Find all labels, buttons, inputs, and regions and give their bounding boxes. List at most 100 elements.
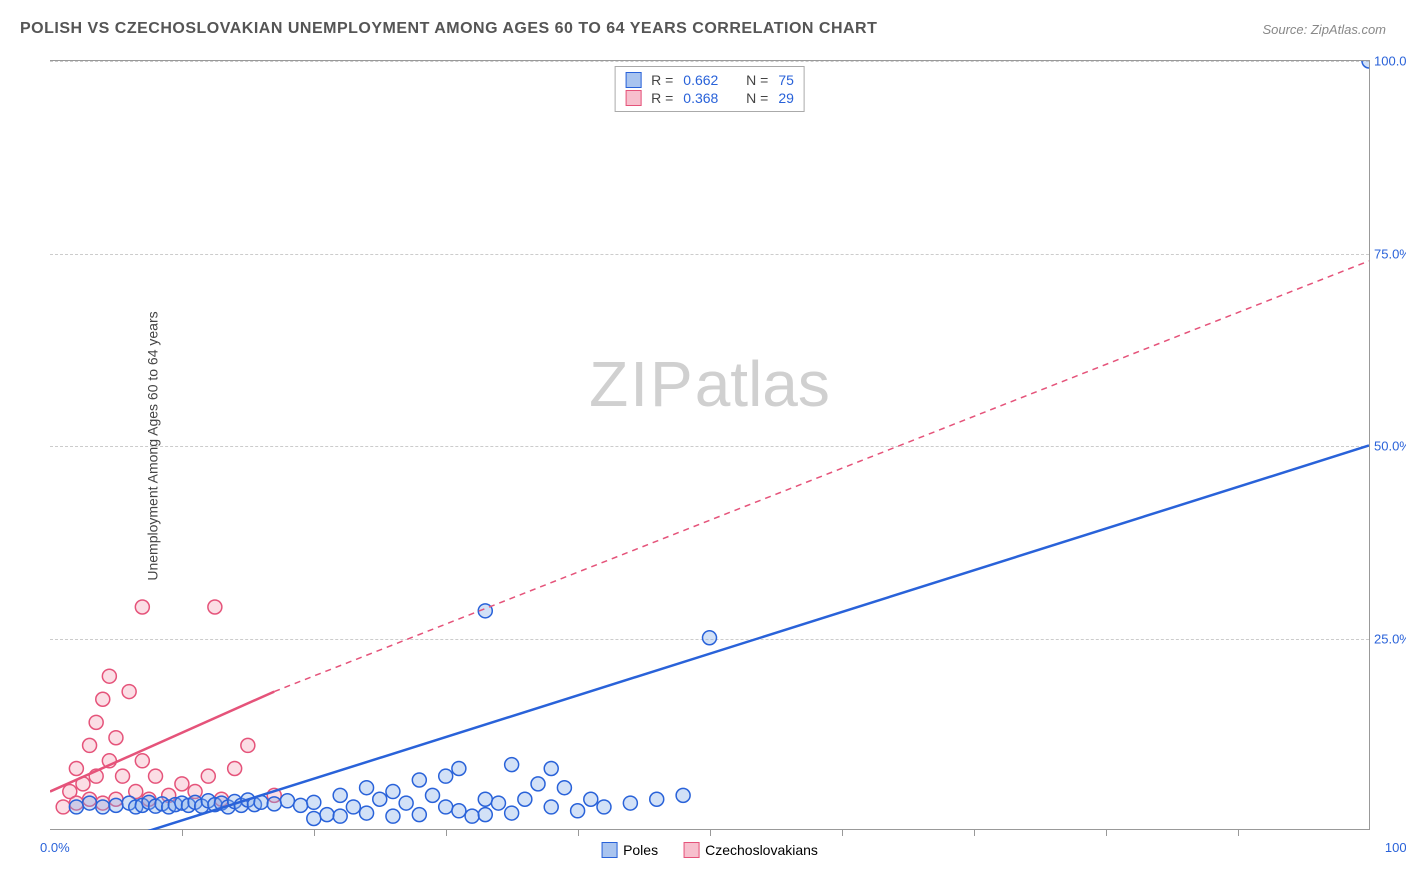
legend-swatch bbox=[601, 842, 617, 858]
data-point bbox=[373, 792, 387, 806]
data-point bbox=[267, 797, 281, 811]
x-tick bbox=[974, 830, 975, 836]
legend-label: Poles bbox=[623, 842, 658, 858]
data-point bbox=[89, 715, 103, 729]
data-point bbox=[135, 600, 149, 614]
data-point bbox=[478, 792, 492, 806]
r-label: R = bbox=[651, 90, 673, 106]
n-value: 29 bbox=[778, 90, 794, 106]
data-point bbox=[1362, 61, 1369, 68]
data-point bbox=[307, 811, 321, 825]
x-tick bbox=[314, 830, 315, 836]
y-tick-label: 25.0% bbox=[1374, 631, 1406, 646]
chart-plot-area: ZIPatlas 0.0% 100.0% R =0.662 N =75R =0.… bbox=[50, 60, 1370, 830]
data-point bbox=[399, 796, 413, 810]
data-point bbox=[452, 761, 466, 775]
legend-swatch bbox=[625, 72, 641, 88]
y-tick-label: 50.0% bbox=[1374, 439, 1406, 454]
data-point bbox=[149, 769, 163, 783]
chart-container: POLISH VS CZECHOSLOVAKIAN UNEMPLOYMENT A… bbox=[0, 0, 1406, 892]
data-point bbox=[544, 800, 558, 814]
data-point bbox=[346, 800, 360, 814]
data-point bbox=[122, 685, 136, 699]
n-label: N = bbox=[746, 72, 768, 88]
legend-stat-row: R = 0.368 N = 29 bbox=[625, 89, 794, 107]
data-point bbox=[584, 792, 598, 806]
legend-swatch bbox=[625, 90, 641, 106]
data-point bbox=[531, 777, 545, 791]
data-point bbox=[175, 777, 189, 791]
data-point bbox=[201, 769, 215, 783]
series-legend: Poles Czechoslovakians bbox=[601, 842, 818, 858]
y-tick-label: 75.0% bbox=[1374, 246, 1406, 261]
data-point bbox=[478, 808, 492, 822]
data-point bbox=[439, 800, 453, 814]
x-tick bbox=[842, 830, 843, 836]
data-point bbox=[452, 804, 466, 818]
data-point bbox=[544, 761, 558, 775]
data-point bbox=[491, 796, 505, 810]
n-value: 75 bbox=[778, 72, 794, 88]
legend-item: Czechoslovakians bbox=[683, 842, 818, 858]
data-point bbox=[241, 738, 255, 752]
data-point bbox=[228, 761, 242, 775]
data-point bbox=[135, 754, 149, 768]
data-point bbox=[597, 800, 611, 814]
data-point bbox=[360, 781, 374, 795]
data-point bbox=[96, 692, 110, 706]
data-point bbox=[208, 600, 222, 614]
r-label: R = bbox=[651, 72, 673, 88]
legend-label: Czechoslovakians bbox=[705, 842, 818, 858]
data-point bbox=[505, 806, 519, 820]
data-point bbox=[623, 796, 637, 810]
r-value: 0.368 bbox=[683, 90, 718, 106]
data-point bbox=[294, 798, 308, 812]
data-point bbox=[465, 809, 479, 823]
data-point bbox=[333, 809, 347, 823]
legend-stat-row: R = 0.662 N = 75 bbox=[625, 71, 794, 89]
data-point bbox=[280, 794, 294, 808]
data-point bbox=[505, 758, 519, 772]
x-origin-label: 0.0% bbox=[40, 840, 70, 855]
data-point bbox=[83, 796, 97, 810]
data-point bbox=[320, 808, 334, 822]
data-point bbox=[333, 788, 347, 802]
legend-item: Poles bbox=[601, 842, 658, 858]
legend-swatch bbox=[683, 842, 699, 858]
data-point bbox=[56, 800, 70, 814]
data-point bbox=[386, 809, 400, 823]
x-tick bbox=[446, 830, 447, 836]
chart-title: POLISH VS CZECHOSLOVAKIAN UNEMPLOYMENT A… bbox=[20, 20, 877, 38]
x-tick bbox=[182, 830, 183, 836]
data-point bbox=[703, 631, 717, 645]
correlation-legend: R = 0.662 N = 75 R = 0.368 N = 29 bbox=[614, 66, 805, 112]
data-point bbox=[571, 804, 585, 818]
source-attribution: Source: ZipAtlas.com bbox=[1262, 22, 1386, 37]
x-end-label: 100.0% bbox=[1385, 840, 1406, 855]
r-value: 0.662 bbox=[683, 72, 718, 88]
data-point bbox=[69, 800, 83, 814]
data-point bbox=[360, 806, 374, 820]
data-point bbox=[518, 792, 532, 806]
data-point bbox=[116, 769, 130, 783]
n-label: N = bbox=[746, 90, 768, 106]
data-point bbox=[109, 731, 123, 745]
x-tick bbox=[1238, 830, 1239, 836]
data-point bbox=[109, 798, 123, 812]
data-point bbox=[412, 773, 426, 787]
data-point bbox=[307, 795, 321, 809]
data-point bbox=[83, 738, 97, 752]
x-tick bbox=[710, 830, 711, 836]
data-point bbox=[676, 788, 690, 802]
data-point bbox=[557, 781, 571, 795]
data-point bbox=[412, 808, 426, 822]
data-point bbox=[650, 792, 664, 806]
y-tick-label: 100.0% bbox=[1374, 54, 1406, 69]
x-tick bbox=[1106, 830, 1107, 836]
trend-line bbox=[103, 446, 1369, 831]
data-point bbox=[386, 785, 400, 799]
scatter-plot-svg bbox=[50, 61, 1369, 830]
x-tick bbox=[578, 830, 579, 836]
data-point bbox=[439, 769, 453, 783]
data-point bbox=[69, 761, 83, 775]
